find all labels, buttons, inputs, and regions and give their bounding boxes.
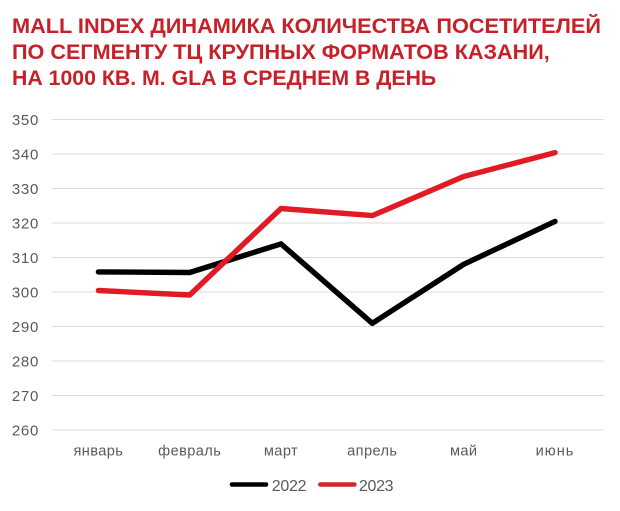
svg-text:320: 320 (12, 215, 39, 232)
svg-text:апрель: апрель (347, 444, 397, 460)
svg-text:340: 340 (12, 146, 39, 163)
svg-text:290: 290 (12, 319, 39, 336)
svg-text:2023: 2023 (359, 478, 394, 495)
svg-text:330: 330 (12, 181, 39, 198)
svg-text:300: 300 (12, 284, 39, 301)
svg-text:февраль: февраль (158, 444, 221, 460)
svg-text:280: 280 (12, 353, 39, 370)
svg-text:350: 350 (12, 112, 39, 129)
svg-text:июнь: июнь (536, 444, 575, 460)
svg-text:март: март (264, 444, 298, 460)
svg-text:май: май (450, 444, 478, 460)
svg-text:январь: январь (74, 444, 124, 460)
svg-text:260: 260 (12, 422, 39, 439)
svg-text:2022: 2022 (272, 478, 307, 495)
svg-text:310: 310 (12, 250, 39, 267)
svg-text:270: 270 (12, 388, 39, 405)
